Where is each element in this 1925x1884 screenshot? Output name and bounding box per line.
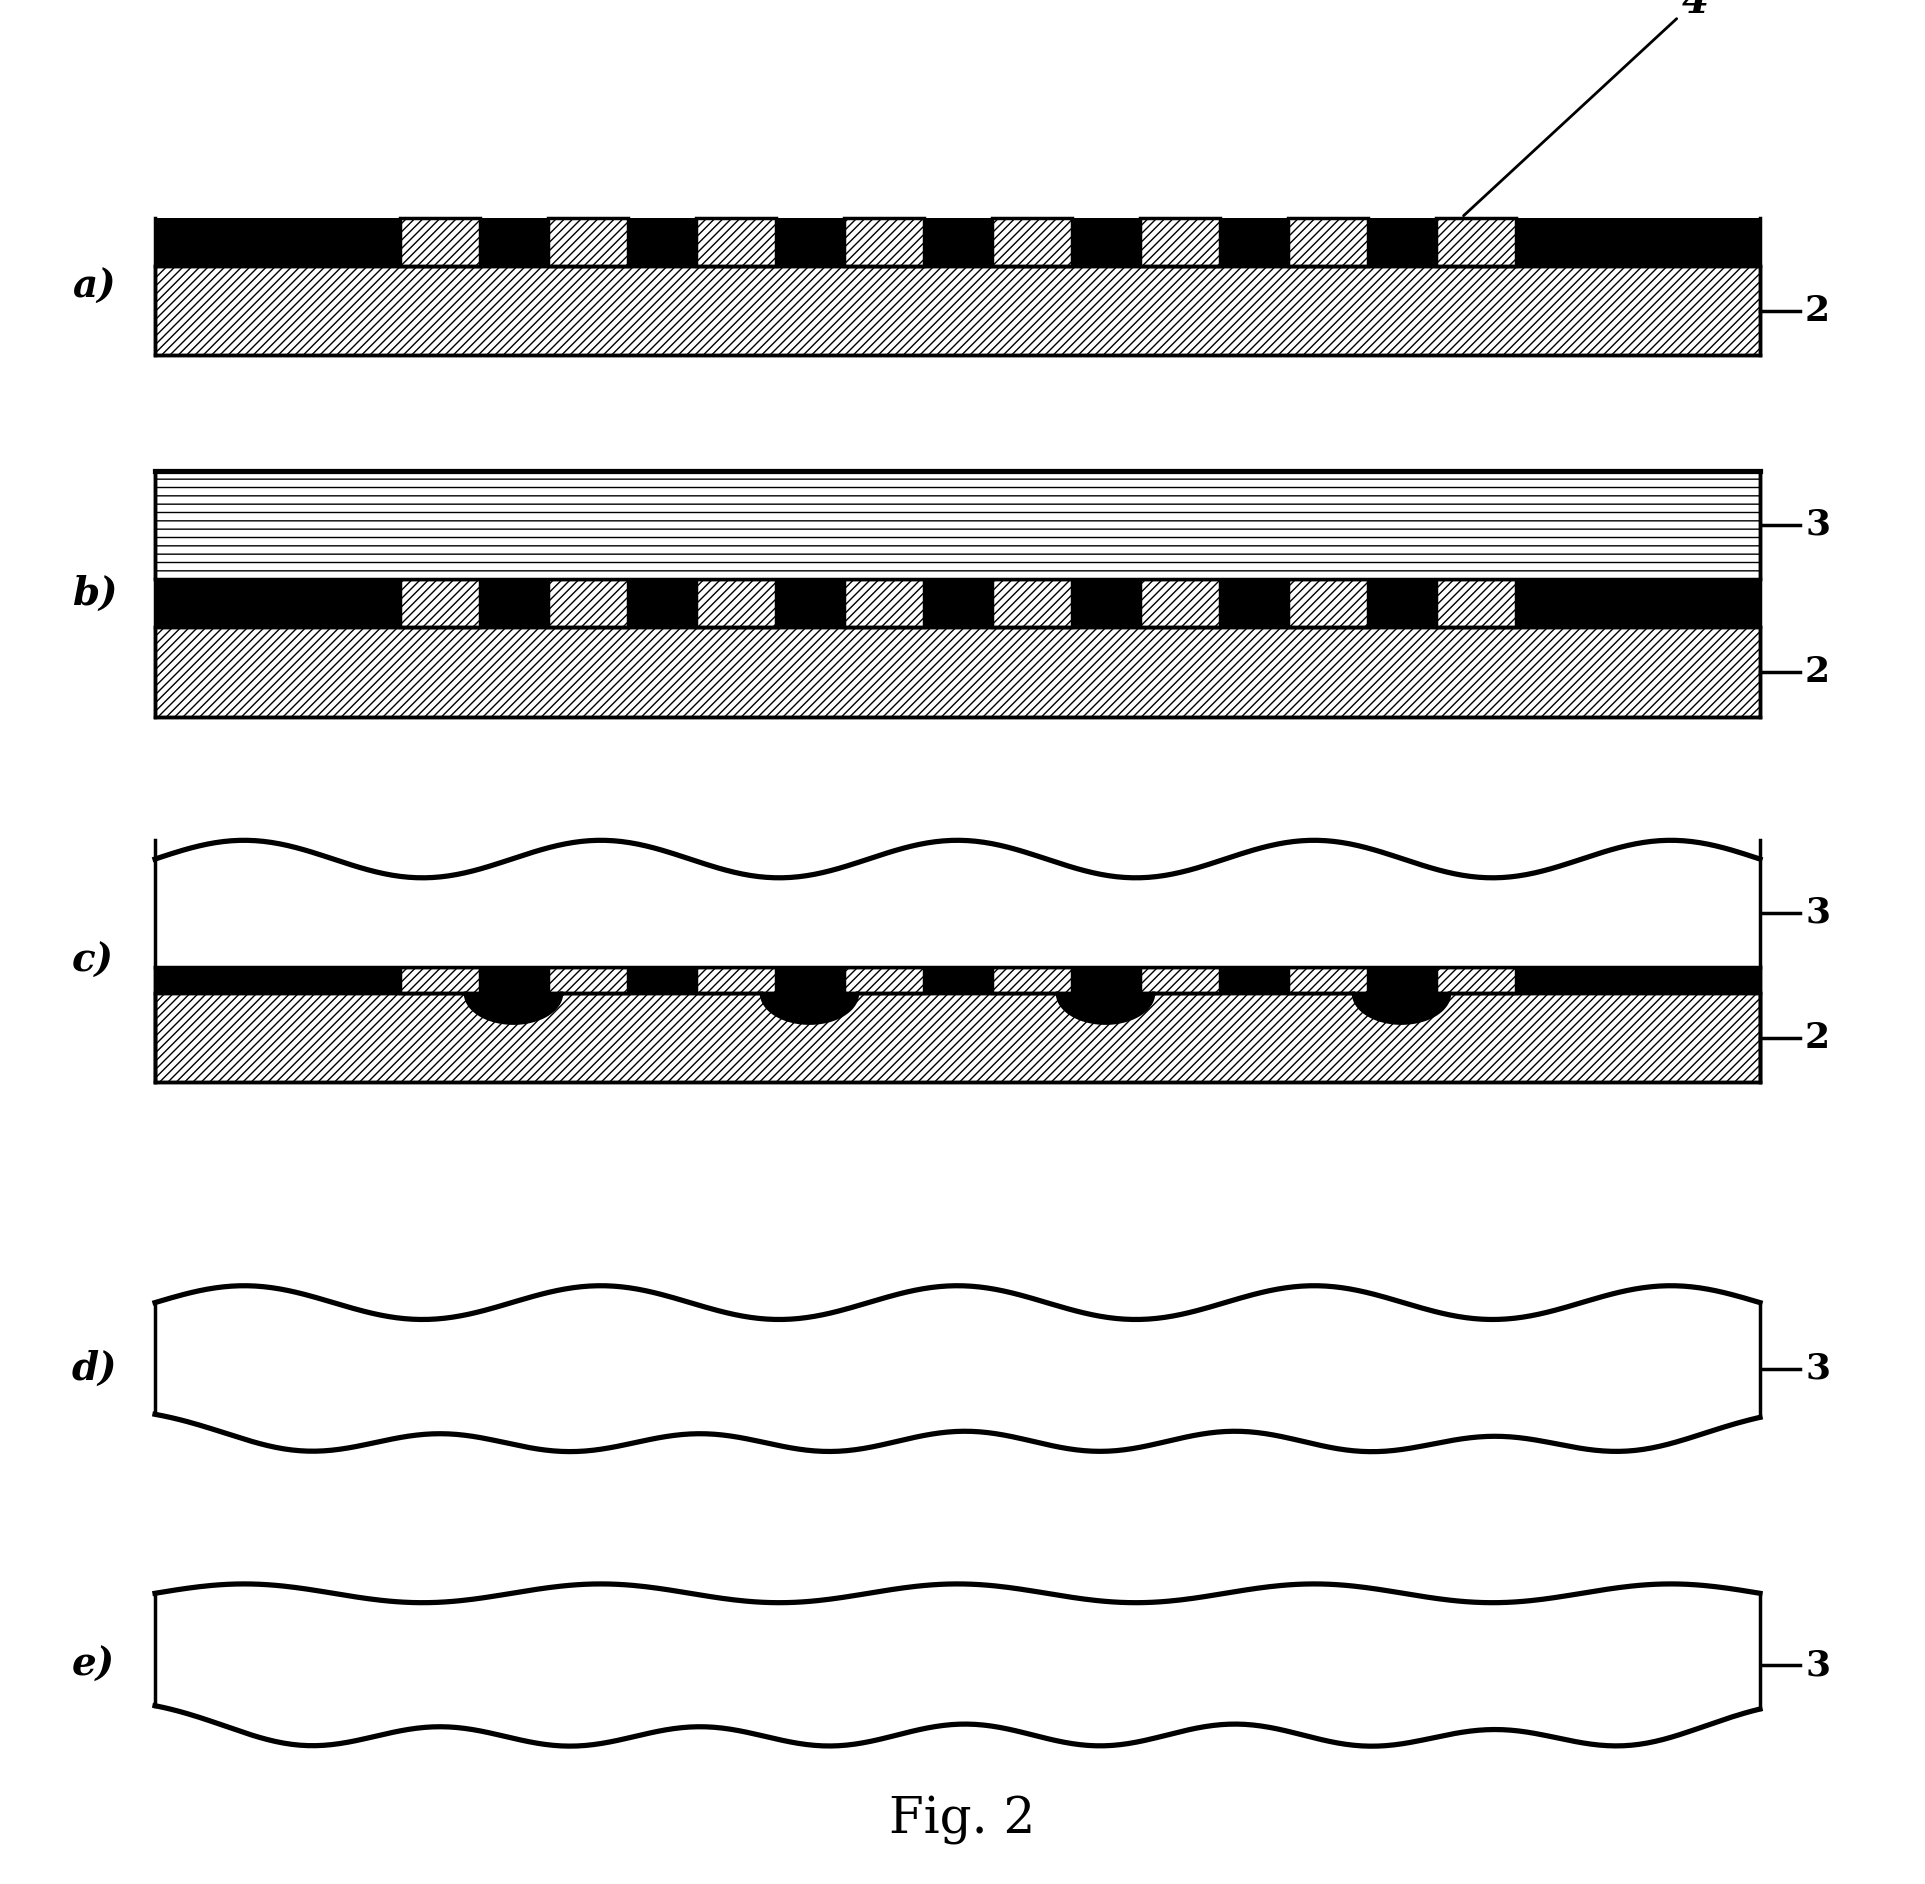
Bar — [156, 219, 400, 266]
Bar — [400, 966, 479, 993]
Text: a): a) — [71, 268, 116, 305]
Polygon shape — [466, 993, 562, 1023]
Bar — [776, 219, 843, 266]
Polygon shape — [762, 993, 857, 1023]
Bar — [1288, 219, 1367, 266]
Bar — [1288, 966, 1367, 993]
Bar — [400, 578, 479, 627]
Bar — [776, 966, 843, 993]
Bar — [1436, 578, 1515, 627]
Polygon shape — [156, 1584, 1759, 1746]
Bar — [1220, 219, 1288, 266]
Bar — [991, 966, 1072, 993]
Bar — [843, 219, 924, 266]
Text: 3: 3 — [1806, 1351, 1831, 1387]
Text: 3: 3 — [1806, 1648, 1831, 1682]
Bar — [924, 219, 991, 266]
Bar — [1140, 219, 1220, 266]
Polygon shape — [156, 1285, 1759, 1453]
Bar — [1220, 578, 1288, 627]
Bar — [156, 471, 1759, 578]
Bar — [156, 836, 1759, 966]
Text: b): b) — [71, 575, 117, 612]
Bar — [991, 219, 1072, 266]
Text: 2: 2 — [1806, 1021, 1831, 1055]
Text: Fig. 2: Fig. 2 — [889, 1795, 1036, 1844]
Bar — [1220, 966, 1288, 993]
Text: c): c) — [71, 942, 114, 980]
Bar — [1367, 219, 1436, 266]
Bar — [924, 966, 991, 993]
Text: e): e) — [71, 1647, 116, 1684]
Polygon shape — [156, 840, 1759, 966]
Bar — [547, 578, 628, 627]
Bar — [1140, 966, 1220, 993]
Bar — [1072, 219, 1140, 266]
Bar — [843, 578, 924, 627]
Text: 2: 2 — [1806, 294, 1831, 328]
Bar — [776, 578, 843, 627]
Bar — [1436, 966, 1515, 993]
Bar — [695, 578, 776, 627]
Bar — [156, 627, 1759, 716]
Bar — [479, 219, 547, 266]
Bar — [1140, 578, 1220, 627]
Bar — [1367, 966, 1436, 993]
Bar — [843, 966, 924, 993]
Polygon shape — [1353, 993, 1450, 1023]
Bar — [479, 578, 547, 627]
Bar — [156, 966, 400, 993]
Bar — [695, 219, 776, 266]
Bar — [1515, 219, 1759, 266]
Text: 4: 4 — [1463, 0, 1709, 217]
Bar — [547, 219, 628, 266]
Bar — [547, 966, 628, 993]
Bar — [156, 266, 1759, 356]
Text: 3: 3 — [1806, 509, 1831, 543]
Bar — [156, 993, 1759, 1081]
Bar — [1436, 219, 1515, 266]
Bar — [400, 219, 479, 266]
Bar — [479, 966, 547, 993]
Polygon shape — [1057, 993, 1153, 1023]
Text: d): d) — [71, 1349, 117, 1389]
Bar — [156, 578, 400, 627]
Bar — [628, 966, 695, 993]
Text: 3: 3 — [1806, 897, 1831, 931]
Bar — [628, 219, 695, 266]
Bar — [1072, 966, 1140, 993]
Bar — [695, 966, 776, 993]
Bar — [1515, 578, 1759, 627]
Bar — [1515, 966, 1759, 993]
Bar — [1367, 578, 1436, 627]
Bar — [156, 836, 1759, 966]
Bar — [628, 578, 695, 627]
Bar — [924, 578, 991, 627]
Bar — [1288, 578, 1367, 627]
Bar — [1072, 578, 1140, 627]
Text: 2: 2 — [1806, 656, 1831, 690]
Bar — [991, 578, 1072, 627]
